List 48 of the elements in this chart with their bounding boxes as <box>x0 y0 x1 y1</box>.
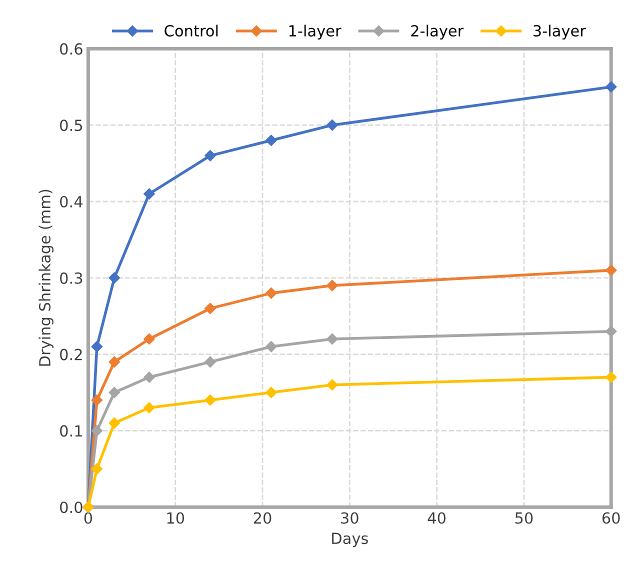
y-tick-label: 0.0 <box>60 502 82 514</box>
point <box>326 120 338 131</box>
x-tick-label: 0 <box>84 512 92 524</box>
y-axis-title: Drying Shrinkage (mm) <box>38 190 54 366</box>
point <box>605 326 617 337</box>
point <box>91 463 103 475</box>
point <box>326 333 338 345</box>
point <box>266 386 277 398</box>
legend-label: 3-layer <box>534 24 586 40</box>
x-tick-label: 40 <box>428 512 446 524</box>
x-tick-label: 50 <box>515 512 533 524</box>
point <box>266 288 277 299</box>
legend-label: 2-layer <box>411 24 464 40</box>
point <box>605 372 617 383</box>
y-tick-label: 0.2 <box>60 348 82 360</box>
point <box>91 394 103 406</box>
legend-label: Control <box>164 24 218 37</box>
point <box>204 356 216 368</box>
x-tick-label: 30 <box>341 512 358 524</box>
point <box>108 386 120 398</box>
x-tick-label: 20 <box>254 512 272 524</box>
point <box>266 134 277 146</box>
point <box>326 280 338 292</box>
point <box>108 417 120 429</box>
point <box>91 425 103 436</box>
point <box>266 341 277 352</box>
point <box>326 379 338 390</box>
point <box>91 341 103 352</box>
legend-label: 1-layer <box>289 24 342 40</box>
y-tick-label: 0.1 <box>60 425 82 437</box>
point <box>108 356 120 368</box>
x-tick-label: 10 <box>167 512 184 524</box>
point <box>204 394 216 406</box>
y-tick-label: 0.5 <box>60 120 82 132</box>
point <box>108 272 120 284</box>
x-axis-title: Days <box>332 532 368 548</box>
point <box>204 302 216 314</box>
y-tick-label: 0.4 <box>60 196 82 208</box>
point <box>204 150 216 162</box>
y-tick-label: 0.6 <box>60 43 82 55</box>
y-tick-label: 0.3 <box>60 272 82 284</box>
point <box>144 372 155 383</box>
point <box>144 333 155 345</box>
x-tick-label: 60 <box>602 512 620 524</box>
point <box>144 188 155 200</box>
point <box>605 264 617 276</box>
point <box>605 81 617 93</box>
point <box>144 402 155 414</box>
